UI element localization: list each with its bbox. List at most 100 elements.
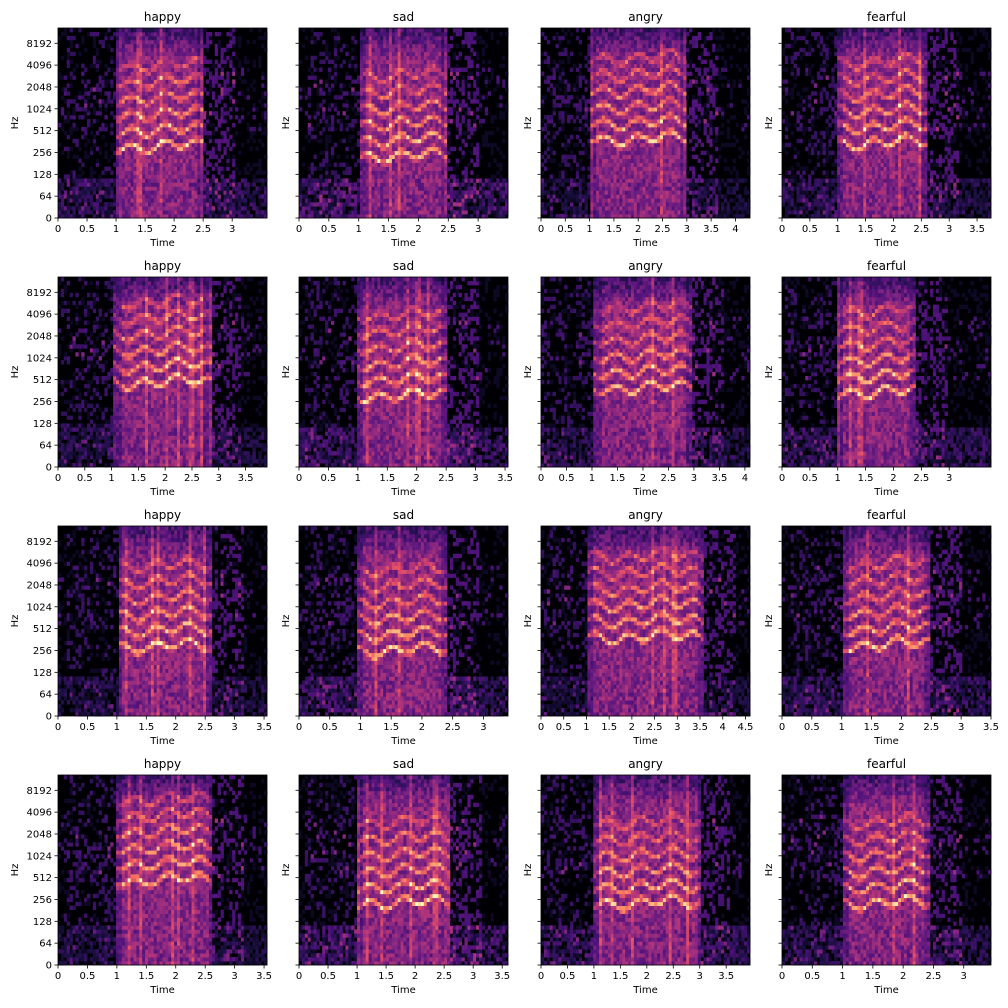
x-tick-label: 0.5 — [804, 722, 820, 733]
spectrogram-panel-3: angry 0 0.5 1 1.5 2 2.5 3 3.5 4 Time Hz — [523, 10, 751, 249]
spectrogram-heatmap — [782, 526, 992, 717]
y-axis-label: Hz — [764, 366, 775, 379]
x-tick-label: 0 — [779, 722, 785, 733]
x-axis-label: Time — [873, 238, 898, 249]
x-tick-label: 1.5 — [383, 722, 399, 733]
x-tick-label: 1.5 — [864, 722, 880, 733]
y-tick-label: 1024 — [27, 104, 52, 115]
plot-frame — [781, 276, 992, 468]
x-tick-label: 0 — [296, 722, 302, 733]
x-tick-label: 3 — [697, 971, 703, 982]
spectrogram-panel-11: angry 0 0.5 1 1.5 2 2.5 3 3.5 4 4.5 Time Hz — [523, 508, 753, 747]
x-tick-label: 0 — [538, 971, 544, 982]
panel-title: angry — [628, 259, 663, 273]
y-tick-label: 64 — [39, 690, 52, 701]
y-tick-label: 1024 — [27, 353, 52, 364]
x-tick-label: 3 — [480, 722, 486, 733]
y-axis-label: Hz — [10, 117, 21, 130]
x-axis-label: Time — [873, 736, 898, 747]
spectrogram-panel-16: fearful 0 0.5 1 1.5 2 2.5 3 Time Hz — [764, 757, 992, 996]
x-tick-label: 0 — [296, 224, 302, 235]
x-tick-label: 2.5 — [647, 722, 663, 733]
x-tick-label: 0 — [538, 722, 544, 733]
x-tick-label: 3 — [684, 224, 690, 235]
panel-title: happy — [144, 259, 181, 273]
y-tick-label: 4096 — [27, 808, 52, 819]
spectrogram-panel-2: sad 0 0.5 1 1.5 2 2.5 3 Time Hz — [281, 10, 509, 249]
spectrogram-heatmap — [782, 775, 992, 966]
x-tick-label: 2.5 — [923, 722, 939, 733]
plot-frame — [298, 774, 509, 966]
spectrogram-heatmap — [58, 775, 268, 966]
x-tick-label: 1.5 — [138, 971, 154, 982]
spectrogram-panel-10: sad 0 0.5 1 1.5 2 2.5 3 Time Hz — [281, 508, 509, 747]
x-tick-label: 0 — [55, 971, 61, 982]
x-tick-label: 3 — [231, 971, 237, 982]
x-tick-label: 0.5 — [320, 473, 336, 484]
x-tick-label: 1.5 — [858, 473, 874, 484]
spectrogram-heatmap — [541, 775, 751, 966]
x-axis-label: Time — [632, 238, 657, 249]
spectrogram-heatmap — [782, 277, 992, 468]
panel-title: sad — [393, 10, 414, 24]
x-tick-label: 0.5 — [79, 722, 95, 733]
spectrogram-heatmap — [299, 775, 509, 966]
x-tick-label: 0 — [55, 473, 61, 484]
plot-frame — [57, 276, 268, 468]
y-tick-label: 128 — [33, 170, 52, 181]
y-axis-label: Hz — [10, 864, 21, 877]
plot-frame — [540, 276, 751, 468]
y-tick-label: 2048 — [27, 580, 52, 591]
x-tick-label: 1.5 — [601, 722, 617, 733]
x-tick-label: 1 — [114, 722, 120, 733]
x-tick-label: 0.5 — [802, 473, 818, 484]
x-tick-label: 3 — [958, 722, 964, 733]
y-tick-label: 128 — [33, 668, 52, 679]
y-tick-label: 2048 — [27, 82, 52, 93]
panel-title: angry — [628, 10, 663, 24]
x-tick-label: 1 — [113, 224, 119, 235]
plot-frame — [298, 525, 509, 717]
x-tick-label: 3.5 — [692, 722, 708, 733]
x-tick-label: 1 — [839, 722, 845, 733]
plot-frame — [540, 525, 751, 717]
x-tick-label: 2 — [162, 473, 168, 484]
x-tick-label: 2.5 — [445, 722, 461, 733]
x-tick-label: 3.5 — [238, 473, 254, 484]
x-tick-label: 2 — [640, 473, 646, 484]
x-tick-label: 1.5 — [610, 473, 626, 484]
x-tick-label: 3.5 — [983, 722, 999, 733]
plot-frame — [781, 525, 992, 717]
x-tick-label: 2 — [629, 722, 635, 733]
x-axis-label: Time — [873, 985, 898, 996]
x-tick-label: 3 — [691, 473, 697, 484]
x-tick-label: 2.5 — [197, 971, 213, 982]
x-tick-label: 0 — [296, 473, 302, 484]
x-tick-label: 2.5 — [925, 971, 941, 982]
y-tick-label: 8192 — [27, 288, 52, 299]
spectrogram-heatmap — [541, 28, 751, 219]
x-axis-label: Time — [390, 238, 415, 249]
y-tick-label: 2048 — [27, 829, 52, 840]
x-tick-label: 0 — [55, 722, 61, 733]
y-tick-label: 64 — [39, 939, 52, 950]
spectrogram-panel-6: sad 0 0.5 1 1.5 2 2.5 3 3.5 Time Hz — [281, 259, 513, 498]
panel-title: fearful — [867, 508, 906, 522]
panel-title: angry — [628, 508, 663, 522]
y-tick-label: 0 — [46, 214, 52, 225]
x-tick-label: 1.5 — [138, 722, 154, 733]
x-tick-label: 2 — [173, 722, 179, 733]
x-tick-label: 2.5 — [438, 473, 454, 484]
x-tick-label: 0.5 — [79, 224, 95, 235]
y-tick-label: 4096 — [27, 310, 52, 321]
x-tick-label: 0 — [779, 473, 785, 484]
x-tick-label: 1 — [354, 971, 360, 982]
x-tick-label: 3.5 — [703, 224, 719, 235]
y-axis-label: Hz — [764, 615, 775, 628]
y-tick-label: 512 — [33, 375, 52, 386]
panel-title: fearful — [867, 259, 906, 273]
plot-frame — [298, 276, 509, 468]
x-tick-label: 2 — [890, 473, 896, 484]
y-tick-label: 4096 — [27, 559, 52, 570]
